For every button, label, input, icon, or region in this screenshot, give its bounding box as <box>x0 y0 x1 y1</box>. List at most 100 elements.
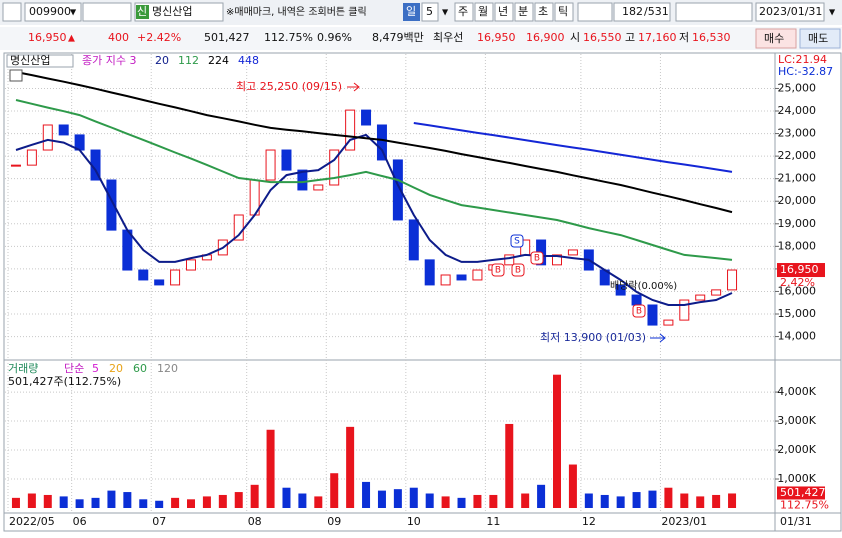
dropdown[interactable]: ▼ <box>829 8 836 17</box>
y-tick-label: 19,000 <box>778 217 817 230</box>
menu-icon[interactable] <box>2 2 22 22</box>
volume-tick-label: 4,000K <box>777 385 816 398</box>
volume-bar <box>27 493 36 508</box>
high-annotation: 최고 25,250 (09/15) <box>236 80 342 93</box>
signal-marker <box>510 234 524 248</box>
volume-bar <box>91 497 100 508</box>
candle <box>345 109 356 151</box>
period-option[interactable]: 주 <box>458 5 468 18</box>
volume-bar <box>600 494 609 508</box>
sell-button[interactable] <box>799 28 841 49</box>
candle <box>281 149 292 171</box>
candle <box>297 169 308 191</box>
volume-bar <box>234 492 243 508</box>
buy-button[interactable] <box>755 28 797 49</box>
period-option[interactable]: 틱 <box>558 5 568 18</box>
period-button[interactable] <box>474 2 494 22</box>
code-input[interactable] <box>24 2 82 22</box>
candle <box>58 124 69 136</box>
high: 17,160 <box>638 31 677 44</box>
volume-bar <box>409 487 418 508</box>
period-button[interactable] <box>554 2 574 22</box>
ma-line <box>413 122 733 173</box>
interval[interactable]: 5 <box>426 5 433 18</box>
candle <box>711 289 722 296</box>
volume-bar <box>537 484 546 508</box>
period-option[interactable]: 월 <box>478 5 488 18</box>
bid: 16,900 <box>526 31 565 44</box>
candle <box>376 124 387 161</box>
period-option[interactable]: 분 <box>518 5 528 18</box>
interval-box[interactable] <box>421 2 439 22</box>
period-button[interactable] <box>494 2 514 22</box>
buy-label[interactable]: 매수 <box>764 32 784 45</box>
date-box[interactable] <box>755 2 825 22</box>
best-label: 최우선 <box>433 31 463 44</box>
period-bg[interactable] <box>403 3 420 21</box>
low: 16,530 <box>692 31 731 44</box>
candle <box>552 254 562 266</box>
volume-bar <box>489 494 498 508</box>
period[interactable]: 일 <box>406 4 416 18</box>
candle <box>631 294 642 306</box>
notice: ※매매마크, 내역은 조회버튼 클릭 <box>226 6 367 18</box>
volume-bar <box>171 497 180 508</box>
volume-bar <box>584 493 593 508</box>
candle <box>647 304 658 326</box>
candle <box>154 279 165 286</box>
tool-icons[interactable] <box>675 2 753 22</box>
x-tick-label: 2023/01 <box>661 515 707 528</box>
y-tick-label: 16,000 <box>778 284 817 297</box>
x-tick-label: 11 <box>486 515 500 528</box>
volume-bar <box>728 493 737 508</box>
date[interactable]: 2023/01/31 <box>759 5 822 18</box>
search-icons[interactable] <box>82 2 132 22</box>
signal-marker <box>511 263 525 277</box>
candle <box>615 284 626 296</box>
low-label: 저 <box>679 31 689 44</box>
unit-box[interactable] <box>577 2 613 22</box>
grid-icon[interactable] <box>9 69 23 82</box>
dropdown[interactable]: ▼ <box>442 8 449 17</box>
ask: 16,950 <box>477 31 516 44</box>
volume-bar <box>393 489 402 508</box>
volume-bar <box>648 490 657 508</box>
volume-tag-bg <box>777 486 825 500</box>
volume-bar <box>441 496 450 508</box>
candle <box>392 159 403 221</box>
volume-tick-label: 2,000K <box>777 443 816 456</box>
period-button[interactable] <box>454 2 474 22</box>
x-tick-label: 10 <box>407 515 421 528</box>
y-tick-label: 15,000 <box>778 307 817 320</box>
candle <box>313 184 324 191</box>
volume-ma-legend: 20 <box>109 362 123 375</box>
period-option[interactable]: 초 <box>538 5 548 18</box>
sell-label[interactable]: 매도 <box>808 32 828 45</box>
volume-bar <box>680 493 689 508</box>
candle <box>265 149 276 181</box>
period-button[interactable] <box>534 2 554 22</box>
volume-title: 거래량 <box>8 362 38 375</box>
quote-bar <box>0 27 842 50</box>
rate-tag: 2.42% <box>780 276 815 289</box>
signal-marker <box>530 251 544 265</box>
volume-bar <box>43 494 52 508</box>
y-tick-label: 18,000 <box>778 239 817 252</box>
period-option[interactable]: 년 <box>498 5 508 18</box>
candle <box>424 259 435 286</box>
dropdown[interactable]: ▼ <box>70 8 77 17</box>
stock-code: 009900 <box>29 5 71 18</box>
candle <box>10 164 21 167</box>
candle <box>122 229 133 271</box>
badge-bg <box>136 5 149 19</box>
name-box <box>134 2 224 22</box>
period-button[interactable] <box>514 2 534 22</box>
y-tick-label: 25,000 <box>778 81 817 94</box>
volume-ma-legend: 120 <box>157 362 178 375</box>
candle <box>456 274 467 281</box>
volume-bar <box>155 500 164 508</box>
volume-summary: 501,427주(112.75%) <box>8 375 121 388</box>
signal-marker <box>632 304 646 318</box>
volume-ma-legend: 5 <box>92 362 99 375</box>
chart-frame <box>3 52 842 532</box>
